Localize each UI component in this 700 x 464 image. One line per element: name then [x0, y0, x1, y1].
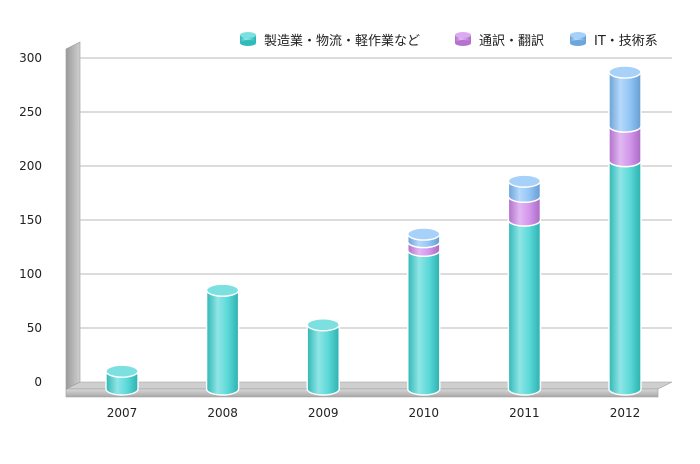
y-axis: 0 50 100 150 200 250 300 [19, 51, 42, 389]
gridlines [80, 57, 672, 329]
bar-segment [507, 213, 542, 396]
floor-front [65, 388, 659, 398]
bar-segment [407, 227, 441, 249]
y-tick-label: 100 [19, 267, 42, 281]
y-tick-label: 150 [19, 213, 42, 227]
floor-top [65, 381, 673, 390]
x-tick-label: 2012 [610, 406, 641, 420]
legend-label: 通訳・翻訳 [479, 34, 544, 49]
bar-segment [407, 243, 441, 396]
x-axis: 2007 2008 2009 2010 2011 2012 [107, 406, 641, 420]
legend-swatch [240, 32, 256, 46]
bars [105, 65, 642, 396]
legend-swatch [455, 32, 471, 46]
left-wall [65, 41, 81, 390]
x-tick-label: 2011 [509, 406, 540, 420]
y-tick-label: 200 [19, 159, 42, 173]
bar-segment [507, 174, 542, 203]
legend-item: 製造業・物流・軽作業など [240, 32, 420, 49]
bar-segment [205, 283, 240, 396]
legend-swatch [570, 32, 586, 46]
y-tick-label: 0 [34, 375, 42, 389]
x-tick-label: 2008 [207, 406, 238, 420]
bar-segment [306, 318, 340, 396]
y-tick-label: 300 [19, 51, 42, 65]
y-tick-label: 250 [19, 105, 42, 119]
legend-label: 製造業・物流・軽作業など [264, 33, 420, 49]
legend-item: 通訳・翻訳 [455, 32, 544, 49]
legend-label: IT・技術系 [594, 34, 658, 49]
y-tick-label: 50 [27, 321, 42, 335]
legend: 製造業・物流・軽作業など 通訳・翻訳 IT・技術系 [240, 32, 658, 49]
bar-segment [105, 364, 139, 396]
bar-segment [608, 65, 642, 133]
x-tick-label: 2009 [308, 406, 339, 420]
x-tick-label: 2007 [107, 406, 138, 420]
x-tick-label: 2010 [409, 406, 440, 420]
bar-segment [608, 153, 642, 396]
legend-item: IT・技術系 [570, 32, 658, 49]
